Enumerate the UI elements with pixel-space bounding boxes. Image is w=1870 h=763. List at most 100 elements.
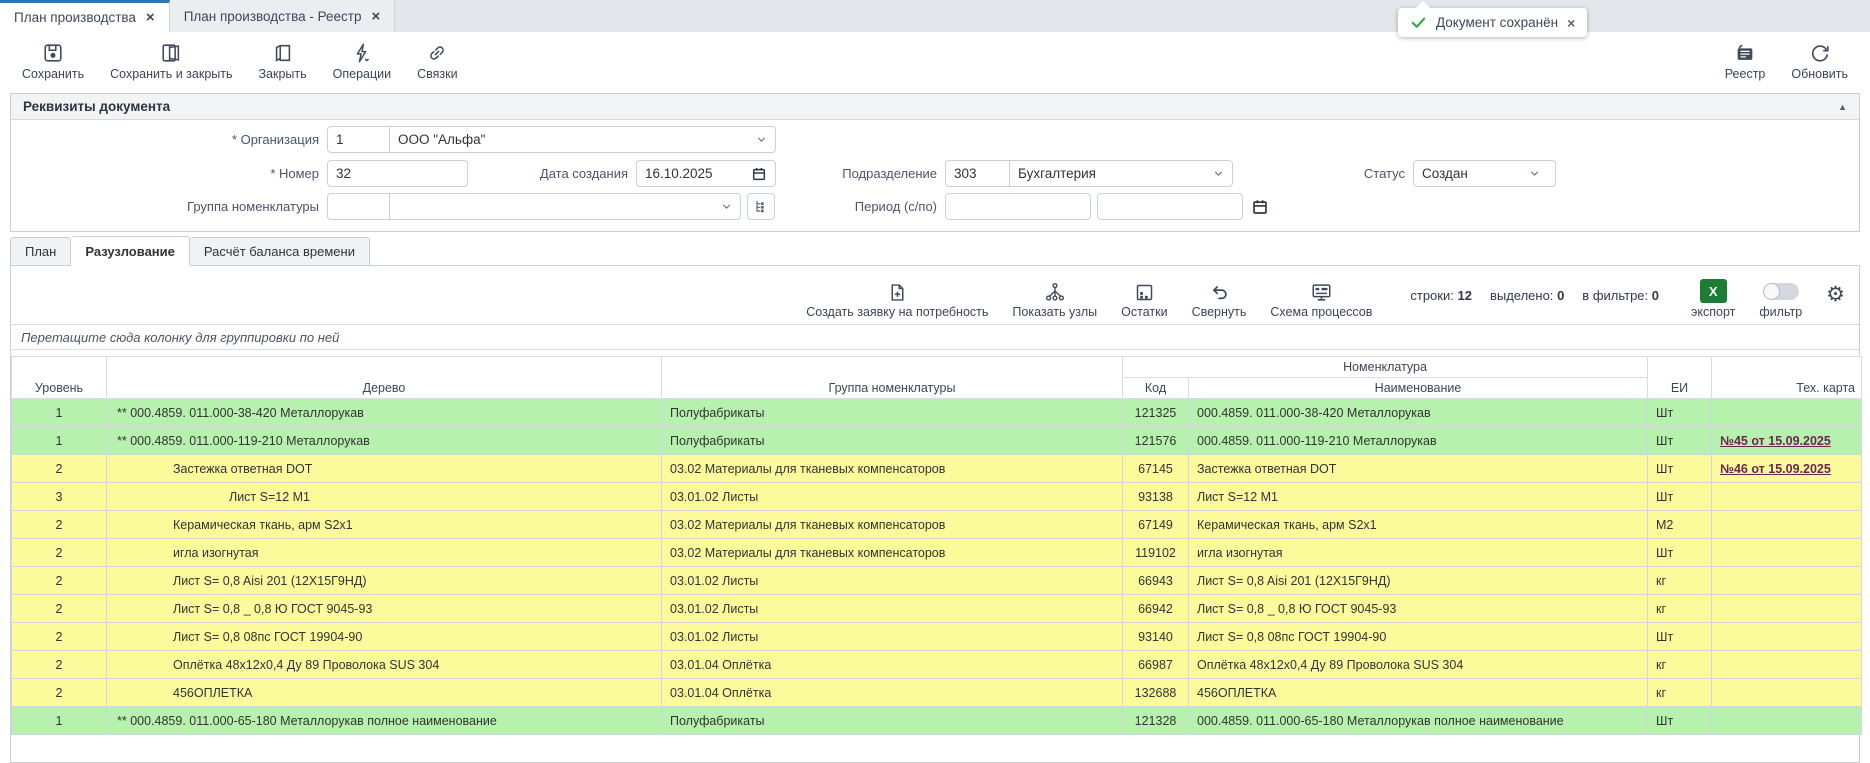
creation-date-label: Дата создания (539, 166, 628, 181)
tech-card-link[interactable]: №45 от 15.09.2025 (1720, 433, 1831, 448)
table-row[interactable]: 2 игла изогнутая 03.02 Материалы для тка… (11, 538, 1863, 567)
nomenclature-group-name[interactable] (390, 194, 720, 219)
table-row[interactable]: 2 Керамическая ткань, арм S2x1 03.02 Мат… (11, 510, 1863, 539)
tech-card-link[interactable]: №46 от 15.09.2025 (1720, 461, 1831, 476)
name-cell: Застежка ответная DOT (1187, 454, 1649, 483)
tree-cell: Лист S= 0,8 _ 0,8 Ю ГОСТ 9045-93 (106, 594, 662, 623)
calendar-icon[interactable] (751, 166, 772, 182)
col-header-unit[interactable]: ЕИ (1647, 356, 1713, 399)
process-diagram-button[interactable]: Схема процессов (1270, 281, 1372, 319)
save-and-close-button[interactable]: Сохранить и закрыть (110, 42, 233, 81)
name-cell: Керамическая ткань, арм S2x1 (1187, 510, 1649, 539)
col-header-level[interactable]: Уровень (11, 356, 107, 399)
col-header-name[interactable]: Наименование (1187, 377, 1649, 399)
code-cell: 121328 (1122, 706, 1189, 735)
grid-toolbar: Создать заявку на потребность Показать у… (11, 266, 1859, 324)
organization-name[interactable]: ООО "Альфа" (398, 132, 486, 147)
tab-razuzlovanie[interactable]: Разузлование (71, 236, 190, 266)
table-row[interactable]: 2 Лист S= 0,8 _ 0,8 Ю ГОСТ 9045-93 03.01… (11, 594, 1863, 623)
show-nodes-button[interactable]: Показать узлы (1012, 281, 1097, 319)
groupby-dropzone[interactable]: Перетащите сюда колонку для группировки … (11, 324, 1859, 350)
level-cell: 1 (11, 398, 107, 427)
save-button[interactable]: Сохранить (22, 42, 84, 81)
department-combo[interactable]: 303 Бухгалтерия (945, 160, 1233, 187)
table-row[interactable]: 1 ** 000.4859. 011.000-65-180 Металлорук… (11, 706, 1863, 735)
number-input[interactable]: 32 (327, 160, 468, 187)
period-to-input[interactable] (1097, 193, 1243, 220)
links-button[interactable]: Связки (417, 42, 458, 81)
number-field: * Номер 32 (61, 160, 468, 187)
check-icon (1411, 17, 1426, 28)
chevron-down-icon[interactable] (1212, 161, 1232, 186)
tab-time-balance[interactable]: Расчёт баланса времени (189, 237, 370, 266)
tree-select-button[interactable] (747, 193, 775, 220)
table-row[interactable]: 1 ** 000.4859. 011.000-38-420 Металлорук… (11, 398, 1863, 427)
department-code[interactable]: 303 (946, 161, 1010, 186)
close-button[interactable]: Закрыть (259, 42, 307, 81)
col-header-tree[interactable]: Дерево (106, 356, 662, 399)
chevron-down-icon[interactable] (720, 194, 740, 219)
col-header-group[interactable]: Группа номенклатуры (661, 356, 1123, 399)
group-cell: 03.01.02 Листы (661, 566, 1123, 595)
table-row[interactable]: 3 Лист S=12 М1 03.01.02 Листы 93138 Лист… (11, 482, 1863, 511)
unit-cell: Шт (1647, 398, 1713, 427)
group-cell: 03.02 Материалы для тканевых компенсатор… (661, 538, 1123, 567)
table-row[interactable]: 2 Лист S= 0,8 08пс ГОСТ 19904-90 03.01.0… (11, 622, 1863, 651)
table-row[interactable]: 2 Застежка ответная DOT 03.02 Материалы … (11, 454, 1863, 483)
gear-icon[interactable]: ⚙ (1826, 283, 1845, 306)
status-label: Статус (1363, 166, 1405, 181)
close-icon[interactable]: × (145, 9, 155, 26)
level-cell: 1 (11, 706, 107, 735)
organization-code[interactable]: 1 (328, 127, 390, 152)
registry-button[interactable]: Реестр (1725, 42, 1765, 81)
status-select[interactable]: Создан (1413, 160, 1556, 187)
window-tab-production-plan[interactable]: План производства × (0, 0, 170, 32)
tab-plan[interactable]: План (10, 237, 72, 266)
tech-card-cell (1711, 650, 1863, 679)
button-label: Показать узлы (1012, 305, 1098, 319)
floppy-icon (44, 43, 62, 62)
collapse-rows-button[interactable]: Свернуть (1192, 281, 1246, 319)
main-toolbar: Сохранить Сохранить и закрыть Закрыть Оп… (0, 32, 1870, 90)
tree-cell: Лист S= 0,8 Aisi 201 (12Х15Г9НД) (106, 566, 662, 595)
registry-icon (1737, 44, 1753, 60)
nomenclature-group-combo[interactable] (327, 193, 741, 220)
export-button[interactable]: X экспорт (1691, 279, 1735, 319)
toggle-switch-icon[interactable] (1762, 283, 1799, 300)
excel-export-icon[interactable]: X (1699, 279, 1727, 303)
tech-card-cell (1711, 622, 1863, 651)
collapse-icon[interactable]: ▲ (1838, 101, 1847, 112)
document-requisites-panel: Реквизиты документа ▲ * Организация 1 ОО… (10, 93, 1860, 232)
col-header-tech-card[interactable]: Тех. карта (1711, 356, 1863, 399)
code-cell: 93140 (1122, 622, 1189, 651)
refresh-button[interactable]: Обновить (1791, 42, 1848, 81)
panel-header: Реквизиты документа ▲ (11, 94, 1859, 120)
creation-date-value: 16.10.2025 (645, 166, 713, 181)
col-header-nomenclature[interactable]: Номенклатура (1121, 356, 1649, 378)
calendar-icon[interactable] (1251, 198, 1269, 216)
button-label: Сохранить и закрыть (110, 66, 233, 81)
tech-card-cell (1711, 594, 1863, 623)
group-cell: Полуфабрикаты (661, 706, 1123, 735)
organization-field: * Организация 1 ООО "Альфа" (61, 126, 776, 153)
period-from-input[interactable] (945, 193, 1091, 220)
table-row[interactable]: 2 Оплётка 48х12х0,4 Ду 89 Проволока SUS … (11, 650, 1863, 679)
stock-balances-button[interactable]: Остатки (1121, 282, 1168, 319)
operations-button[interactable]: Операции (333, 42, 391, 81)
chevron-down-icon[interactable] (755, 127, 775, 152)
table-row[interactable]: 1 ** 000.4859. 011.000-119-210 Металлору… (11, 426, 1863, 455)
table-row[interactable]: 2 Лист S= 0,8 Aisi 201 (12Х15Г9НД) 03.01… (11, 566, 1863, 595)
create-demand-request-button[interactable]: Создать заявку на потребность (806, 282, 988, 319)
col-header-code[interactable]: Код (1122, 377, 1189, 399)
code-cell: 119102 (1122, 538, 1189, 567)
window-tab-production-plan-registry[interactable]: План производства - Реестр × (169, 0, 396, 32)
filter-toggle[interactable]: фильтр (1759, 279, 1802, 319)
table-row[interactable]: 2 456ОПЛЕТКА 03.01.04 Оплётка 132688 456… (11, 678, 1863, 707)
nomenclature-group-code[interactable] (328, 194, 390, 219)
close-icon[interactable]: × (371, 7, 381, 25)
department-name[interactable]: Бухгалтерия (1018, 166, 1096, 181)
close-icon[interactable]: × (1567, 14, 1576, 31)
code-cell: 66987 (1122, 650, 1189, 679)
creation-date-input[interactable]: 16.10.2025 (636, 160, 776, 187)
organization-combo[interactable]: 1 ООО "Альфа" (327, 126, 776, 153)
